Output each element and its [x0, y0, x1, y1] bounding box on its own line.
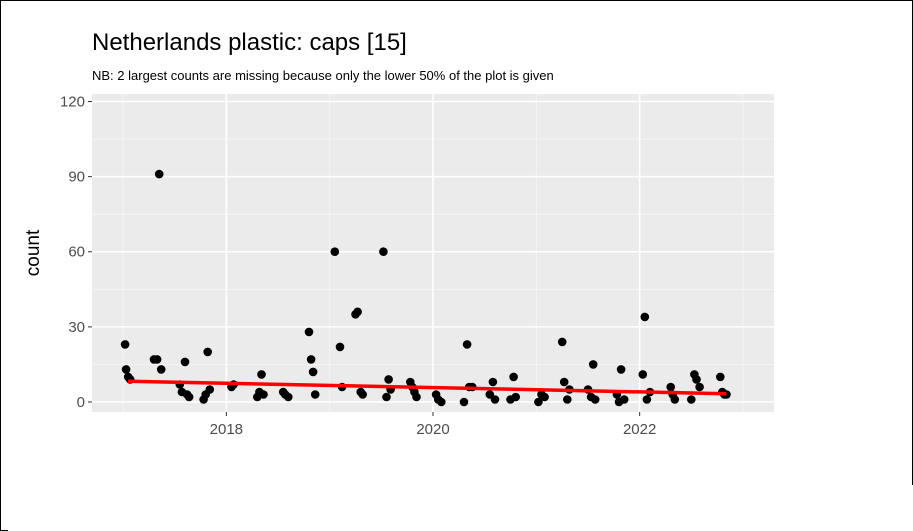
- data-point: [257, 370, 266, 379]
- data-point: [590, 395, 600, 404]
- data-point: [490, 395, 500, 404]
- trend-line: [128, 379, 727, 396]
- data-points: [120, 169, 731, 407]
- data-point: [695, 382, 704, 392]
- data-point: [284, 392, 293, 402]
- data-point: [203, 347, 212, 357]
- data-point: [588, 360, 598, 369]
- data-point: [152, 355, 162, 364]
- data-point: [716, 372, 725, 382]
- data-point: [335, 342, 345, 352]
- data-point: [437, 397, 446, 407]
- data-point: [310, 390, 320, 399]
- data-point: [154, 169, 164, 179]
- data-point: [459, 397, 469, 407]
- data-point: [619, 395, 629, 404]
- data-point: [384, 375, 393, 384]
- data-point: [692, 375, 701, 384]
- data-point: [358, 390, 368, 399]
- chart-subtitle: NB: 2 largest counts are missing because…: [92, 68, 554, 83]
- data-point: [509, 372, 518, 382]
- x-tick-label: 2020: [416, 421, 449, 438]
- data-point: [638, 370, 648, 379]
- data-point: [412, 392, 421, 402]
- data-point: [559, 377, 569, 387]
- data-point: [156, 365, 166, 374]
- axis-ticks: 0 30 60 90 120 2018 2020 2022: [60, 94, 656, 438]
- y-tick-label: 30: [68, 319, 85, 336]
- data-point: [180, 357, 190, 367]
- y-tick-label: 0: [77, 394, 85, 411]
- data-point: [687, 395, 696, 404]
- data-point: [640, 312, 650, 322]
- data-point: [534, 397, 543, 407]
- data-point: [304, 327, 314, 337]
- data-point: [616, 365, 626, 374]
- data-point: [670, 395, 680, 404]
- data-point: [563, 395, 572, 404]
- data-point: [308, 367, 318, 377]
- x-tick-label: 2022: [623, 421, 656, 438]
- data-point: [540, 392, 549, 402]
- data-point: [306, 355, 316, 364]
- data-point: [666, 382, 675, 392]
- grid-lines: [92, 94, 774, 412]
- data-point: [511, 392, 520, 402]
- data-point: [488, 377, 498, 387]
- data-point: [353, 307, 362, 317]
- y-tick-label: 120: [60, 94, 85, 111]
- data-point: [379, 247, 388, 256]
- chart-title: Netherlands plastic: caps [15]: [92, 29, 407, 56]
- frame-gap: [8, 485, 913, 531]
- x-tick-label: 2018: [210, 421, 243, 438]
- data-point: [120, 340, 130, 349]
- data-point: [462, 340, 472, 349]
- y-tick-label: 90: [68, 169, 85, 186]
- data-point: [382, 392, 391, 402]
- data-point: [259, 390, 268, 399]
- data-point: [642, 395, 652, 404]
- data-point: [121, 365, 131, 374]
- y-axis-label: count: [23, 229, 44, 276]
- data-point: [205, 385, 215, 394]
- data-point: [184, 392, 194, 402]
- trend-line-group: [128, 379, 727, 396]
- data-point: [330, 247, 340, 256]
- y-tick-label: 60: [68, 244, 85, 261]
- data-point: [557, 337, 567, 347]
